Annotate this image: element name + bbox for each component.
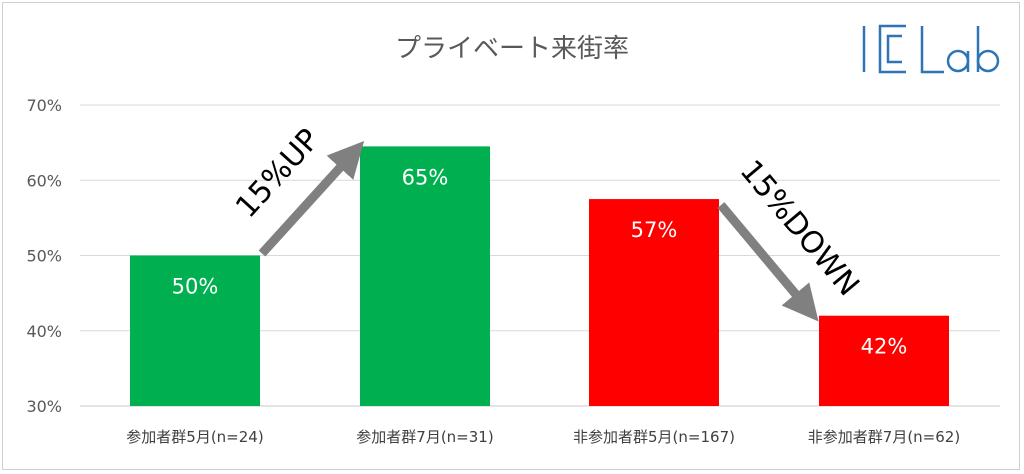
annotation-label: 15%DOWN <box>733 154 866 303</box>
y-tick-label: 40% <box>26 322 62 341</box>
bar <box>589 199 719 406</box>
data-label: 42% <box>861 335 908 359</box>
x-tick-label: 非参加者群7月(n=62) <box>808 428 960 446</box>
y-tick-label: 70% <box>26 96 62 115</box>
x-tick-label: 参加者群7月(n=31) <box>356 428 493 446</box>
iclab-logo <box>862 24 1000 74</box>
y-tick-label: 30% <box>26 397 62 416</box>
annotation-label: 15%UP <box>229 122 327 225</box>
y-tick-label: 60% <box>26 171 62 190</box>
bar <box>819 315 949 406</box>
trend-arrow <box>717 202 819 322</box>
y-tick-label: 50% <box>26 247 62 266</box>
data-label: 50% <box>172 275 219 299</box>
data-label: 57% <box>631 218 678 242</box>
trend-arrow <box>258 141 365 257</box>
data-label: 65% <box>402 165 449 189</box>
x-tick-label: 非参加者群5月(n=167) <box>573 428 735 446</box>
x-tick-label: 参加者群5月(n=24) <box>126 428 263 446</box>
bar <box>360 146 490 406</box>
bar <box>130 255 260 406</box>
chart-title: プライベート来街率 <box>394 34 629 64</box>
